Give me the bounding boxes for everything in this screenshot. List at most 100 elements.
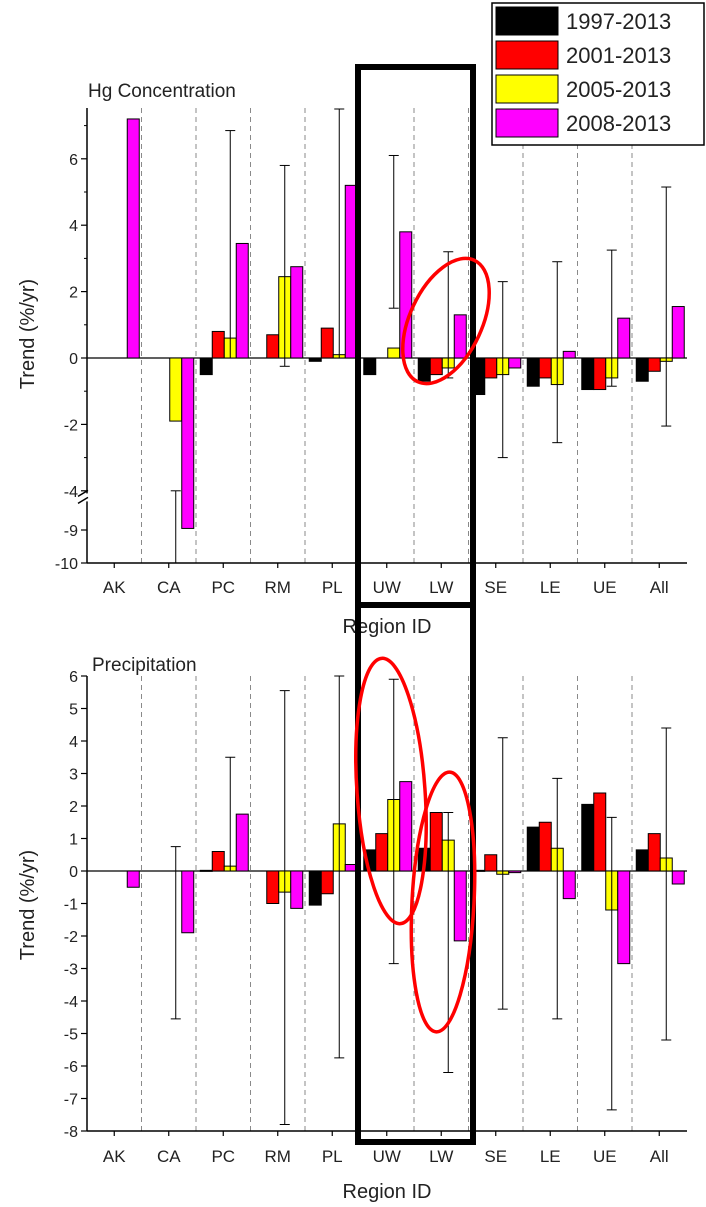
bar <box>581 357 595 391</box>
annotations <box>354 64 491 1145</box>
y-tick-label: -1 <box>64 897 78 914</box>
highlight-ellipse <box>401 256 491 386</box>
legend-label: 2001-2013 <box>566 43 671 68</box>
y-tick-label: 0 <box>69 864 78 881</box>
bar <box>453 870 467 942</box>
bar <box>308 357 322 362</box>
y-tick-label: 2 <box>69 799 78 816</box>
y-tick-label: -6 <box>64 1059 78 1076</box>
bar <box>538 821 552 872</box>
x-tick-label: SE <box>484 578 507 597</box>
x-tick-label: CA <box>157 578 181 597</box>
bar <box>363 357 377 376</box>
bar <box>199 357 213 376</box>
x-tick-label: RM <box>265 578 291 597</box>
bar <box>235 242 249 359</box>
bar <box>211 851 225 872</box>
bar <box>266 334 280 359</box>
x-tick-label: PL <box>322 578 343 597</box>
x-tick-label: RM <box>265 1147 291 1166</box>
x-tick-label: UW <box>373 1147 401 1166</box>
axis-break-mark <box>77 496 89 505</box>
precipitation-chart: Precipitation Trend (%/yr) Region ID 6 5 4… <box>17 655 687 1203</box>
legend-swatch <box>495 40 559 70</box>
bar <box>562 350 576 359</box>
x-tick-label: All <box>650 578 669 597</box>
bar <box>181 357 195 529</box>
bar <box>581 803 595 872</box>
bar <box>235 813 249 872</box>
bar <box>429 812 443 872</box>
legend-label: 2008-2013 <box>566 111 671 136</box>
y-tick-label: -4 <box>64 484 78 501</box>
bar <box>671 306 685 359</box>
legend-swatch <box>495 74 559 104</box>
bar <box>211 330 225 359</box>
y-axis-title-hg: Trend (%/yr) <box>17 279 39 389</box>
bar <box>308 870 322 906</box>
y-tick-label: 5 <box>69 702 78 719</box>
bar <box>399 231 413 359</box>
x-tick-label: UE <box>593 1147 617 1166</box>
bar <box>647 357 661 372</box>
highlight-ellipse <box>354 656 428 926</box>
x-tick-label: LE <box>540 1147 561 1166</box>
y-tick-label: -2 <box>64 929 78 946</box>
x-tick-label: LW <box>429 578 453 597</box>
legend: 1997-2013 2001-2013 2005-2013 2008-2013 <box>491 2 705 146</box>
bar <box>484 854 498 872</box>
bar <box>635 849 649 872</box>
bar <box>266 870 280 904</box>
x-tick-label: CA <box>157 1147 181 1166</box>
x-tick-label: SE <box>484 1147 507 1166</box>
bar <box>375 833 389 872</box>
bar <box>126 118 140 359</box>
y-tick-label: -5 <box>64 1027 78 1044</box>
y-tick-label: 0 <box>69 351 78 368</box>
bar <box>417 357 431 382</box>
legend-label: 2005-2013 <box>566 77 671 102</box>
x-tick-label: PC <box>211 1147 235 1166</box>
bar <box>508 870 522 874</box>
x-tick-label: LW <box>429 1147 453 1166</box>
bar <box>169 357 183 422</box>
x-axis-title-hg: Region ID <box>343 616 432 638</box>
bar <box>526 826 540 872</box>
bar <box>671 870 685 885</box>
y-tick-label: -8 <box>64 1124 78 1141</box>
bar <box>453 314 467 359</box>
x-tick-label: AK <box>103 1147 126 1166</box>
bar <box>320 327 334 359</box>
bar <box>508 357 522 369</box>
y-tick-label: -3 <box>64 962 78 979</box>
bar <box>635 357 649 382</box>
x-tick-label: UW <box>373 578 401 597</box>
y-tick-label: 4 <box>69 734 78 751</box>
x-tick-label: PL <box>322 1147 343 1166</box>
bar <box>199 869 213 872</box>
y-tick-label: 1 <box>69 832 78 849</box>
panel-title-hg: Hg Concentration <box>88 81 236 102</box>
y-axis-title-precip: Trend (%/yr) <box>17 850 39 960</box>
panel-title-precip: Precipitation <box>92 655 197 676</box>
bar <box>429 357 443 376</box>
y-tick-label: -2 <box>64 417 78 434</box>
hg-concentration-chart: Hg Concentration Trend (%/yr) Region ID … <box>17 81 687 638</box>
bar <box>484 357 498 379</box>
legend-swatch <box>495 6 559 36</box>
x-tick-label: UE <box>593 578 617 597</box>
x-tick-label: AK <box>103 578 126 597</box>
y-tick-label: 6 <box>69 669 78 686</box>
bar <box>593 792 607 872</box>
bar <box>290 266 304 359</box>
x-tick-label: LE <box>540 578 561 597</box>
y-tick-label: -7 <box>64 1092 78 1109</box>
bar <box>290 870 304 909</box>
y-tick-label: 6 <box>69 152 78 169</box>
y-tick-label: -4 <box>64 994 78 1011</box>
legend-label: 1997-2013 <box>566 9 671 34</box>
bar <box>647 833 661 872</box>
x-axis-title-precip: Region ID <box>343 1181 432 1203</box>
y-tick-label: 4 <box>69 218 78 235</box>
